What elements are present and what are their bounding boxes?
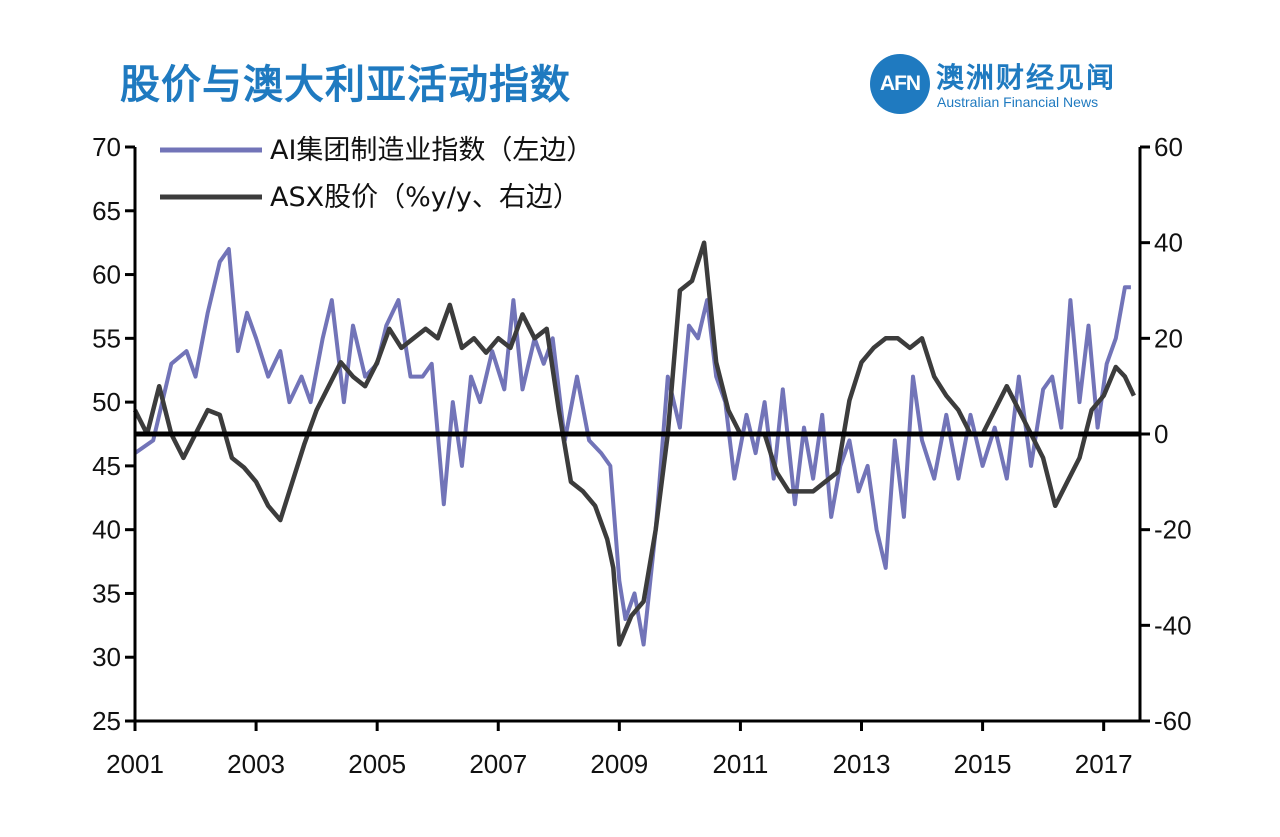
x-axis-tick-label: 2013 — [833, 749, 891, 779]
left-axis-tick-label: 25 — [92, 706, 121, 736]
right-axis-tick-label: -60 — [1154, 706, 1192, 736]
ticks-layer: 25 30 35 40 45 50 55 60 65 70 -60 -40 -20 0 20 40 60 2001… — [92, 132, 1192, 779]
right-axis-tick-label: 20 — [1154, 323, 1183, 353]
right-axis-tick-label: -20 — [1154, 515, 1192, 545]
logo-chinese-name: 澳洲财经见闻 — [936, 61, 1117, 94]
x-axis-tick-label: 2017 — [1075, 749, 1133, 779]
logo-english-name: Australian Financial News — [937, 94, 1099, 110]
left-axis-tick-label: 35 — [92, 578, 121, 608]
x-axis-tick-label: 2001 — [106, 749, 164, 779]
series-line-ai-index — [133, 247, 1131, 647]
afn-logo-icon: AFN — [870, 54, 930, 114]
x-axis-tick-label: 2009 — [590, 749, 648, 779]
series-line-asx — [132, 240, 1136, 647]
right-axis-tick-label: 0 — [1154, 419, 1168, 449]
left-axis-tick-label: 40 — [92, 515, 121, 545]
x-axis-tick-label: 2005 — [348, 749, 406, 779]
brand-logo: AFN 澳洲财经见闻 Australian Financial News — [870, 54, 1150, 116]
left-axis-tick-label: 65 — [92, 196, 121, 226]
legend-label-asx: ASX股价（%y/y、右边） — [270, 182, 580, 213]
chart-legend: AI集团制造业指数（左边） ASX股价（%y/y、右边） — [160, 135, 593, 213]
left-axis-tick-label: 60 — [92, 260, 121, 290]
series-layer — [132, 240, 1136, 647]
legend-label-ai-index: AI集团制造业指数（左边） — [270, 135, 593, 166]
left-axis-tick-label: 70 — [92, 132, 121, 162]
x-axis-tick-label: 2015 — [954, 749, 1012, 779]
x-axis-tick-label: 2003 — [227, 749, 285, 779]
chart-title: 股价与澳大利亚活动指数 — [120, 62, 571, 108]
left-axis-tick-label: 55 — [92, 323, 121, 353]
right-axis-tick-label: -40 — [1154, 610, 1192, 640]
x-axis-tick-label: 2011 — [712, 749, 768, 779]
right-axis-tick-label: 40 — [1154, 228, 1183, 258]
left-axis-tick-label: 30 — [92, 642, 121, 672]
left-axis-tick-label: 45 — [92, 451, 121, 481]
right-axis-tick-label: 60 — [1154, 132, 1183, 162]
x-axis-tick-label: 2007 — [469, 749, 527, 779]
left-axis-tick-label: 50 — [92, 387, 121, 417]
